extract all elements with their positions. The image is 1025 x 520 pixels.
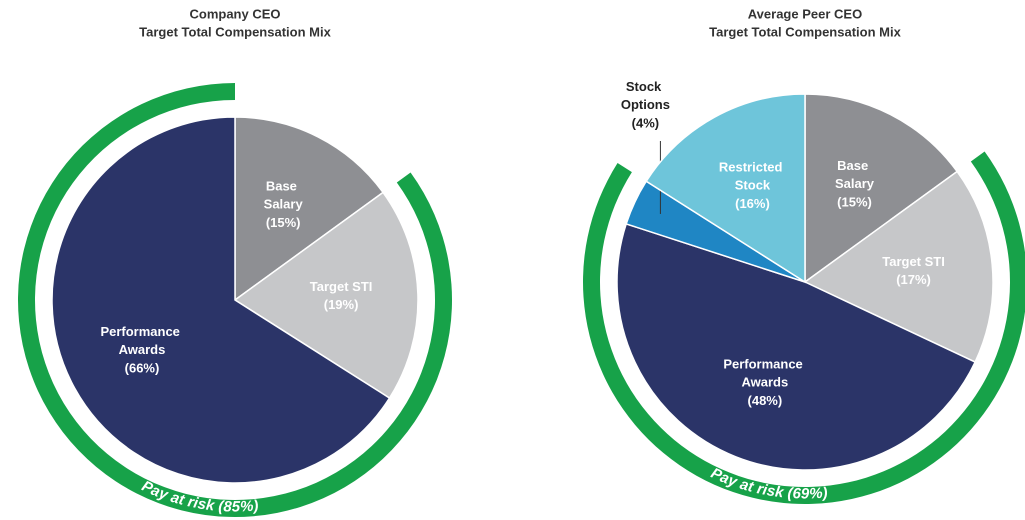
slice-value-label: (19%): [324, 297, 359, 312]
slice: [233, 191, 419, 400]
slice-label-line: Options: [621, 97, 670, 112]
slice-label-line: Base: [837, 158, 872, 173]
slice-label-line: Performance: [723, 357, 806, 372]
slice-value-label: (16%): [735, 196, 770, 211]
slice-value-label: (66%): [125, 361, 160, 376]
slice-label-line: Stock: [735, 178, 771, 193]
slice-value-label: (15%): [266, 215, 301, 230]
slice-label: Target STI: [310, 279, 373, 294]
slice: [234, 116, 385, 302]
slice: [804, 93, 959, 284]
slice-label: Target STI: [882, 254, 945, 269]
slice-value-label: (48%): [748, 393, 783, 408]
slice-label-line: Performance: [100, 325, 183, 340]
slice-label-line: Salary: [835, 176, 875, 191]
slice: [803, 170, 994, 364]
slice-value-label: (15%): [837, 194, 872, 209]
slice: [645, 93, 806, 284]
slice: [616, 222, 977, 471]
slice-label-line: Base: [266, 179, 301, 194]
slice-label: Performance Awards: [723, 357, 806, 390]
slice-label: Performance Awards: [100, 325, 183, 358]
slice-label-line: Stock: [626, 79, 665, 94]
chart-title: Company CEO: [189, 6, 280, 21]
slice-label: Restricted Stock: [719, 160, 786, 193]
slice-value-label: (4%): [632, 115, 659, 130]
slice-label: Base Salary: [835, 158, 875, 191]
chart-subtitle: Target Total Compensation Mix: [139, 24, 331, 39]
chart-title: Average Peer CEO: [748, 6, 862, 21]
slice-label-line: Awards: [119, 343, 166, 358]
slice-label: Base Salary: [264, 179, 304, 212]
chart-subtitle: Target Total Compensation Mix: [709, 24, 901, 39]
slice-label-line: Restricted: [719, 160, 786, 175]
slice-label-line: Awards: [741, 375, 788, 390]
slice-value-label: (17%): [896, 272, 931, 287]
slice-label-line: Salary: [264, 197, 304, 212]
slice: [51, 116, 391, 484]
slice-label: Stock Options: [621, 79, 670, 112]
